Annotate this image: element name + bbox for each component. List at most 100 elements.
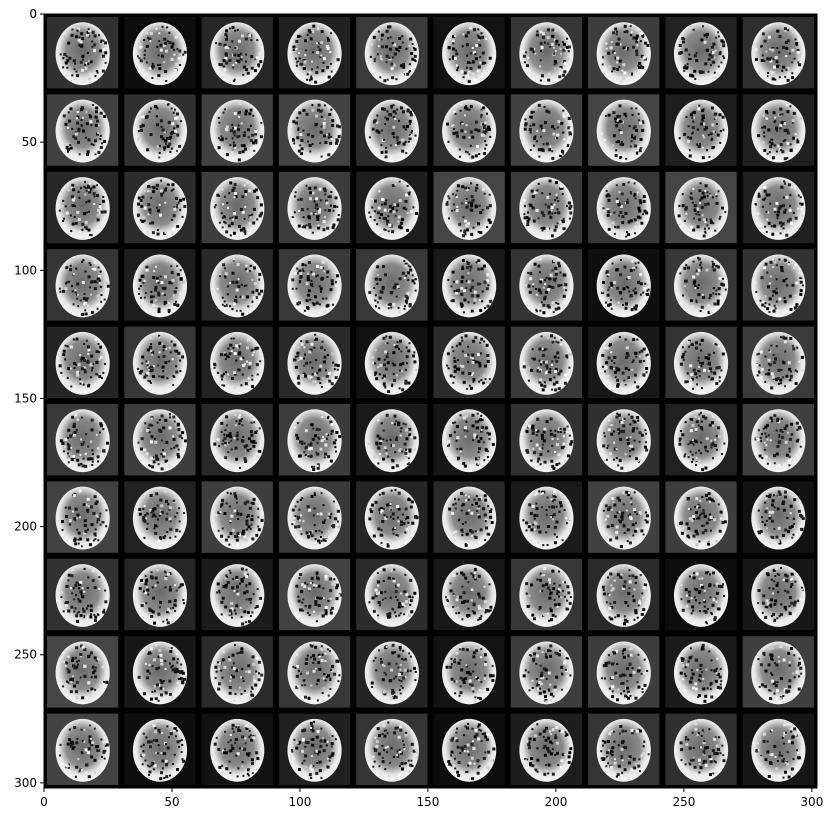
brain-slice-tile <box>510 249 583 321</box>
x-tick-label: 200 <box>544 795 567 809</box>
brain-slice-tile <box>278 249 351 321</box>
y-axis-ticks: 0 50 100 150 200 250 300 <box>14 7 44 790</box>
brain-slice-tile <box>278 17 351 89</box>
brain-slice-tile <box>356 558 428 631</box>
brain-slice-tile <box>47 171 119 244</box>
brain-slice-tile <box>665 404 737 476</box>
brain-slice-tile <box>665 713 737 785</box>
brain-slice-tile <box>47 636 119 708</box>
brain-slice-tile <box>356 481 428 553</box>
brain-slice-tile <box>510 326 583 398</box>
brain-slice-tile <box>665 249 737 321</box>
brain-slice-tile <box>124 404 196 476</box>
brain-slice-tile <box>433 249 505 321</box>
image-grid <box>44 14 817 788</box>
brain-slice-tile <box>510 636 583 708</box>
y-tick-label: 150 <box>14 391 37 405</box>
brain-slice-tile <box>201 558 273 631</box>
brain-slice-tile <box>742 404 814 476</box>
x-tick-label: 150 <box>416 795 439 809</box>
brain-slice-tile <box>665 17 737 89</box>
brain-slice-tile <box>742 17 814 89</box>
brain-slice-tile <box>433 713 505 785</box>
x-axis-ticks: 0 50 100 150 200 250 300 <box>40 788 823 809</box>
brain-slice-tile <box>356 713 428 785</box>
brain-slice-tile <box>356 404 428 476</box>
brain-slice-tile <box>742 94 814 166</box>
brain-slice-tile <box>433 94 505 166</box>
brain-slice-tile <box>278 326 351 398</box>
brain-slice-tile <box>201 326 273 398</box>
brain-slice-tile <box>124 558 196 631</box>
brain-slice-tile <box>665 94 737 166</box>
brain-slice-tile <box>588 249 660 321</box>
brain-slice-tile <box>124 636 196 708</box>
brain-slice-tile <box>356 636 428 708</box>
brain-slice-tile <box>588 558 660 631</box>
brain-slice-tile <box>201 94 273 166</box>
brain-slice-tile <box>510 558 583 631</box>
y-tick-label: 250 <box>14 648 37 662</box>
brain-slice-tile <box>356 94 428 166</box>
brain-slice-tile <box>433 171 505 244</box>
brain-slice-tile <box>742 558 814 631</box>
x-tick-label: 100 <box>289 795 312 809</box>
brain-slice-tile <box>588 481 660 553</box>
brain-slice-tile <box>433 481 505 553</box>
brain-slice-tile <box>588 171 660 244</box>
y-tick-label: 200 <box>14 520 37 534</box>
brain-slice-tile <box>433 404 505 476</box>
brain-slice-tile <box>510 17 583 89</box>
brain-slice-tile <box>510 713 583 785</box>
brain-slice-tile <box>588 404 660 476</box>
brain-slice-tile <box>47 713 119 785</box>
brain-slice-tile <box>47 94 119 166</box>
brain-slice-tile <box>742 326 814 398</box>
brain-slice-tile <box>47 249 119 321</box>
x-tick-label: 0 <box>40 795 48 809</box>
brain-slice-tile <box>124 713 196 785</box>
x-tick-label: 50 <box>164 795 179 809</box>
brain-slice-tile <box>47 481 119 553</box>
brain-slice-tile <box>665 171 737 244</box>
brain-slice-tile <box>510 171 583 244</box>
brain-slice-tile <box>588 94 660 166</box>
brain-slice-tile <box>47 326 119 398</box>
brain-slice-tile <box>665 558 737 631</box>
brain-slice-tile <box>278 636 351 708</box>
brain-slice-tile <box>201 481 273 553</box>
brain-slice-tile <box>47 404 119 476</box>
brain-slice-tile <box>510 94 583 166</box>
brain-slice-tile <box>665 636 737 708</box>
brain-slice-tile <box>278 94 351 166</box>
brain-slice-tile <box>433 326 505 398</box>
brain-slice-tile <box>201 249 273 321</box>
x-tick-label: 250 <box>672 795 695 809</box>
brain-slice-tile <box>742 636 814 708</box>
brain-slice-tile <box>510 404 583 476</box>
brain-slice-tile <box>742 249 814 321</box>
brain-slice-tile <box>742 481 814 553</box>
brain-slice-tile <box>124 17 196 89</box>
brain-slice-tile <box>510 481 583 553</box>
brain-slice-tile <box>588 636 660 708</box>
brain-slice-tile <box>742 713 814 785</box>
brain-slice-tile <box>201 713 273 785</box>
brain-slice-tile <box>588 713 660 785</box>
brain-slice-tile <box>278 713 351 785</box>
brain-slice-tile <box>433 636 505 708</box>
axes: 0 50 100 150 200 250 300 0 50 100 150 200 250 300 <box>14 7 823 809</box>
brain-slice-tile <box>665 326 737 398</box>
y-tick-label: 50 <box>22 135 37 149</box>
brain-slice-tile <box>47 17 119 89</box>
brain-slice-tile <box>201 17 273 89</box>
brain-slice-tile <box>665 481 737 553</box>
axes-frame <box>43 13 818 789</box>
y-tick-label: 100 <box>14 263 37 277</box>
brain-slice-tile <box>278 558 351 631</box>
brain-slice-tile <box>124 94 196 166</box>
brain-slice-tile <box>278 171 351 244</box>
brain-slice-tile <box>201 404 273 476</box>
brain-slice-tile <box>356 326 428 398</box>
